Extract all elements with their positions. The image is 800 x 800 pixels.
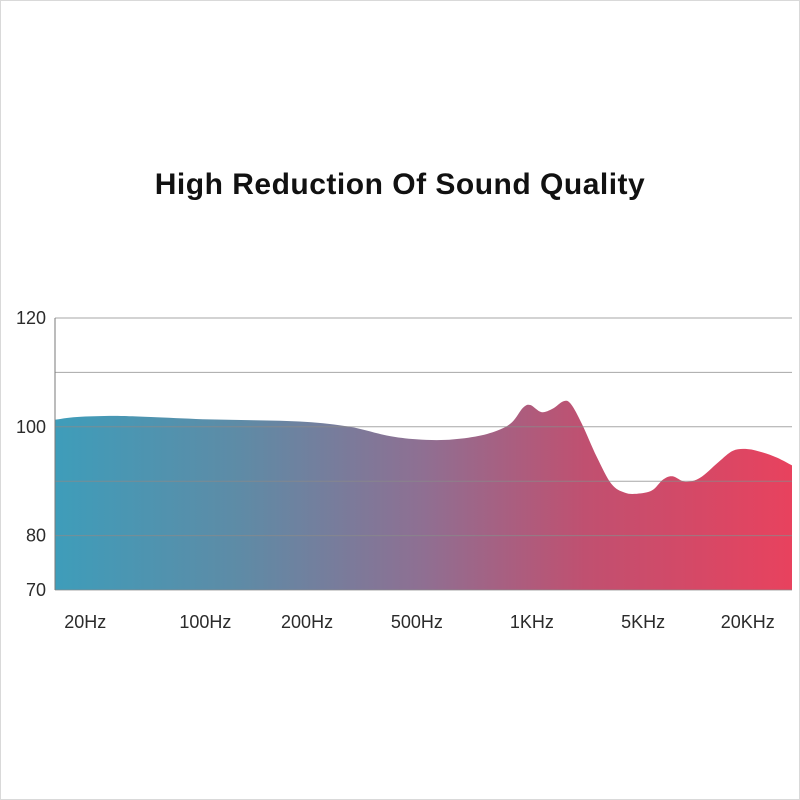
x-axis-label: 20KHz xyxy=(721,612,775,632)
y-axis-label: 120 xyxy=(16,308,46,328)
x-axis-label: 20Hz xyxy=(64,612,106,632)
x-axis-label: 100Hz xyxy=(179,612,231,632)
x-axis-label: 1KHz xyxy=(510,612,554,632)
chart-title: High Reduction Of Sound Quality xyxy=(154,168,646,201)
frequency-response-area xyxy=(55,400,792,590)
x-axis-label: 500Hz xyxy=(391,612,443,632)
gridlines xyxy=(55,317,792,591)
x-axis-label: 5KHz xyxy=(621,612,665,632)
y-axis-label: 70 xyxy=(26,580,46,600)
y-axis-label: 100 xyxy=(16,417,46,437)
axis-labels: 120 100 80 70 20Hz 100Hz 200Hz 500Hz 1KHz 5KHz 20K… xyxy=(16,308,775,632)
y-axis-label: 80 xyxy=(26,526,46,546)
x-axis-label: 200Hz xyxy=(281,612,333,632)
area-series xyxy=(55,400,792,590)
